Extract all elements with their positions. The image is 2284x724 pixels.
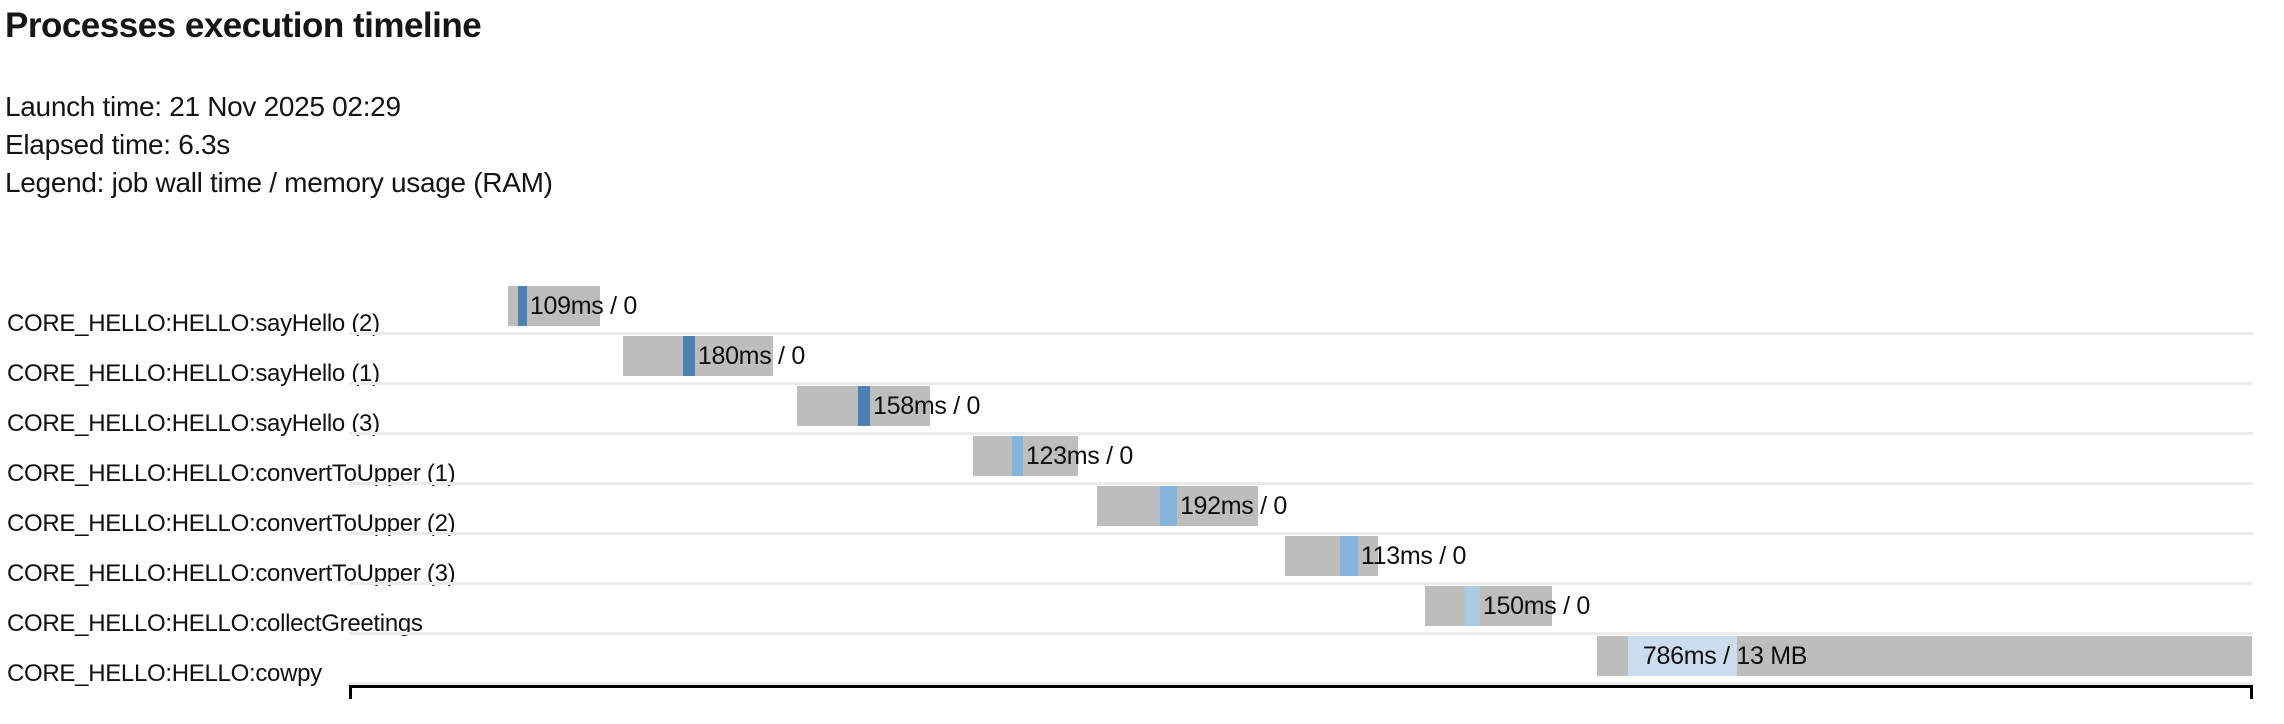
row-gridline — [349, 582, 2253, 585]
row-gridline — [349, 632, 2253, 635]
task-stats-label: 113ms / 0 — [1360, 542, 1467, 570]
legend-text: Legend: job wall time / memory usage (RA… — [5, 167, 553, 198]
row-gridline — [349, 382, 2253, 385]
row-gridline — [349, 532, 2253, 535]
task-bar — [507, 286, 600, 326]
process-label: CORE_HELLO:HELLO:sayHello (2) — [7, 310, 380, 337]
task-run-segment — [1627, 636, 1737, 676]
task-stats-label: 192ms / 0 — [1179, 492, 1288, 520]
process-label: CORE_HELLO:HELLO:convertToUpper (3) — [7, 560, 456, 587]
process-label: CORE_HELLO:HELLO:convertToUpper (2) — [7, 510, 456, 537]
task-run-segment — [517, 286, 527, 326]
process-label: CORE_HELLO:HELLO:cowpy — [7, 660, 322, 687]
task-bar — [1284, 536, 1378, 576]
task-run-segment — [683, 336, 695, 376]
process-label: CORE_HELLO:HELLO:sayHello (1) — [7, 360, 380, 387]
task-bar — [1424, 586, 1552, 626]
task-stats-label: 109ms / 0 — [529, 292, 637, 320]
task-bar — [796, 386, 930, 426]
task-bar — [622, 336, 774, 376]
task-stats-label: 786ms / 13 MB — [1642, 642, 1808, 670]
row-gridline — [349, 482, 2253, 485]
task-run-segment — [1339, 536, 1358, 576]
task-bar — [973, 436, 1078, 476]
launch-time-text: Launch time: 21 Nov 2025 02:29 — [5, 91, 401, 122]
task-run-segment — [1464, 586, 1480, 626]
task-run-segment — [1012, 436, 1023, 476]
row-gridline — [349, 332, 2253, 335]
report-meta: Launch time: 21 Nov 2025 02:29 Elapsed t… — [5, 88, 553, 202]
process-label: CORE_HELLO:HELLO:collectGreetings — [7, 610, 423, 637]
task-stats-label: 180ms / 0 — [697, 342, 805, 370]
row-gridline — [349, 682, 2253, 685]
task-run-segment — [1160, 486, 1177, 526]
page-title: Processes execution timeline — [5, 6, 482, 45]
task-stats-label: 150ms / 0 — [1482, 592, 1590, 620]
task-stats-label: 158ms / 0 — [873, 392, 981, 420]
task-run-segment — [857, 386, 871, 426]
task-bar — [1096, 486, 1258, 526]
elapsed-time-text: Elapsed time: 6.3s — [5, 129, 230, 160]
task-stats-label: 123ms / 0 — [1025, 442, 1133, 470]
task-bar — [1596, 636, 2252, 676]
bottom-cropped-box — [349, 685, 2253, 699]
process-label: CORE_HELLO:HELLO:sayHello (3) — [7, 410, 380, 437]
row-gridline — [349, 432, 2253, 435]
process-label: CORE_HELLO:HELLO:convertToUpper (1) — [7, 460, 456, 487]
